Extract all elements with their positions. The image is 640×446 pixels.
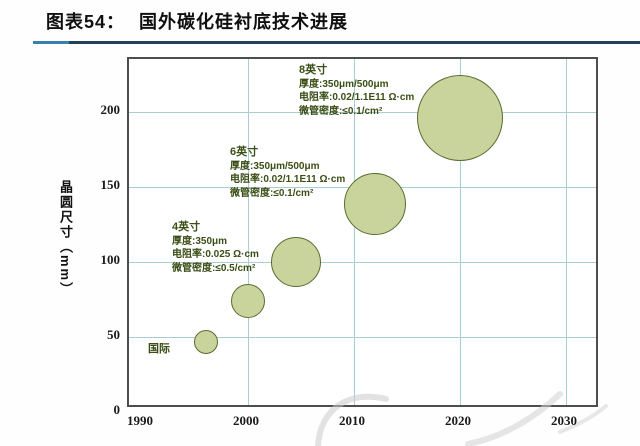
annotation-line: 4英寸 <box>172 221 201 233</box>
annotation-block-ann8: 8英寸厚度:350μm/500μm 电阻率:0.02/1.1E11 Ω·cm 微管密… <box>299 64 414 118</box>
y-axis-title: 晶圆尺寸（mm） <box>58 180 73 298</box>
y-tick-label: 100 <box>100 252 121 267</box>
y-tick-label: 200 <box>100 102 121 117</box>
annotation-line: 国际 <box>148 343 170 355</box>
y-tick-label: 50 <box>107 327 120 342</box>
annotation-line: 厚度:350μm/500μm <box>299 78 389 90</box>
title-underline-accent <box>33 41 69 44</box>
bubble-6inch <box>344 172 407 235</box>
annotation-line: 微管密度:≤0.5/cm² <box>172 262 256 274</box>
annotation-line: 8英寸 <box>299 64 328 76</box>
x-tick-label: 2030 <box>551 413 577 428</box>
international-label: 国际 <box>148 340 170 356</box>
chart-title: 图表54： 国外碳化硅衬底技术进展 <box>46 8 348 34</box>
v-gridline <box>566 59 567 405</box>
annotation-block-ann4: 4英寸厚度:350μm 电阻率:0.025 Ω·cm 微管密度:≤0.5/cm² <box>172 221 259 275</box>
annotation-line: 微管密度:≤0.1/cm² <box>299 105 383 117</box>
bubble-8inch <box>417 75 503 161</box>
bubble-3inch <box>231 284 265 318</box>
annotation-line: 厚度:350μm <box>172 235 228 247</box>
chart-title-prefix: 图表54： <box>46 12 126 32</box>
bubble-4inch <box>270 237 321 287</box>
v-gridline <box>354 59 355 405</box>
y-tick-label: 0 <box>113 402 121 417</box>
annotation-line: 电阻率:0.025 Ω·cm <box>172 249 259 260</box>
annotation-line: 6英寸 <box>230 146 259 158</box>
plot-area: 8英寸厚度:350μm/500μm 电阻率:0.02/1.1E11 Ω·cm 微管密… <box>127 57 598 407</box>
v-gridline <box>460 59 461 405</box>
annotation-line: 电阻率:0.02/1.1E11 Ω·cm <box>299 92 415 103</box>
h-gridline <box>129 262 596 263</box>
h-gridline <box>129 112 596 113</box>
x-tick-label: 1990 <box>127 413 153 428</box>
bubble-intl-2inch <box>193 329 218 354</box>
annotation-block-ann6: 6英寸厚度:350μm/500μm 电阻率:0.02/1.1E11 Ω·cm 微管密… <box>230 146 345 200</box>
x-tick-label: 2010 <box>339 413 365 428</box>
annotation-line: 厚度:350μm/500μm <box>230 160 320 172</box>
chart-title-text: 国外碳化硅衬底技术进展 <box>139 12 349 32</box>
annotation-line: 微管密度:≤0.1/cm² <box>230 187 314 199</box>
y-tick-label: 150 <box>100 177 121 192</box>
h-gridline <box>129 337 596 338</box>
annotation-line: 电阻率:0.02/1.1E11 Ω·cm <box>230 174 346 185</box>
x-tick-label: 2000 <box>233 413 259 428</box>
v-gridline <box>248 59 249 405</box>
title-underline <box>33 41 640 44</box>
x-tick-label: 2020 <box>445 413 471 428</box>
